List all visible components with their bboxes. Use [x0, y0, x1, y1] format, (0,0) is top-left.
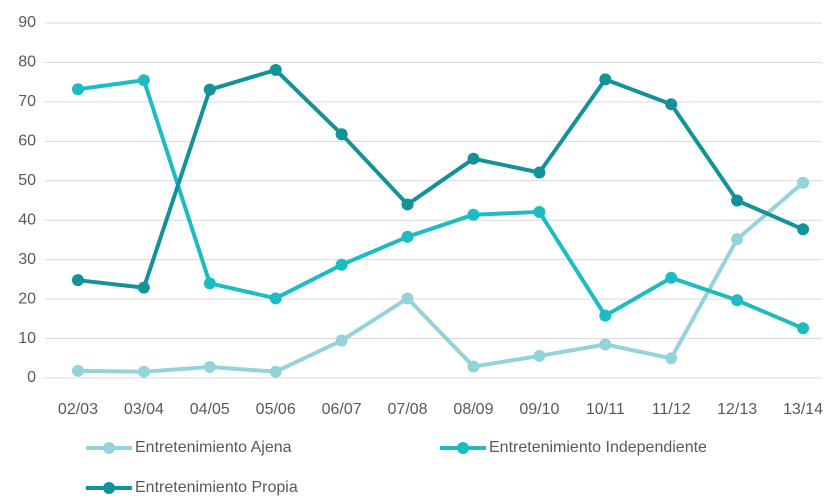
data-point [401, 292, 414, 305]
legend-label: Entretenimiento Propia [135, 479, 298, 496]
data-point [731, 194, 744, 207]
data-point [533, 349, 546, 362]
legend-label: Entretenimiento Ajena [135, 439, 292, 456]
data-point [335, 334, 348, 347]
y-tick-label: 70 [18, 93, 36, 110]
data-point [599, 338, 612, 351]
data-point [665, 98, 678, 111]
x-tick-label: 06/07 [322, 401, 362, 418]
x-tick-label: 09/10 [519, 401, 559, 418]
y-tick-label: 60 [18, 133, 36, 150]
legend-marker [103, 482, 115, 494]
data-point [71, 364, 84, 377]
data-point [467, 360, 480, 373]
y-tick-label: 90 [18, 14, 36, 31]
data-point [731, 294, 744, 307]
x-tick-label: 05/06 [256, 401, 296, 418]
x-tick-label: 08/09 [453, 401, 493, 418]
data-point [203, 83, 216, 96]
legend-marker [103, 442, 115, 454]
data-point [665, 352, 678, 365]
series-line [77, 67, 804, 290]
data-point [269, 292, 282, 305]
data-point [401, 230, 414, 243]
data-point [335, 128, 348, 141]
data-point [467, 208, 480, 221]
data-point [71, 274, 84, 287]
data-point [401, 198, 414, 211]
legend-marker [457, 442, 469, 454]
data-point [269, 63, 282, 76]
data-point [137, 365, 150, 378]
data-point [665, 271, 678, 284]
data-point [203, 360, 216, 373]
data-point [203, 277, 216, 290]
data-point [467, 152, 480, 165]
data-point [137, 74, 150, 87]
y-tick-label: 50 [18, 172, 36, 189]
data-point [533, 205, 546, 218]
y-tick-label: 30 [18, 251, 36, 268]
x-tick-label: 03/04 [124, 401, 164, 418]
x-tick-label: 04/05 [190, 401, 230, 418]
y-tick-label: 20 [18, 290, 36, 307]
y-tick-label: 40 [18, 211, 36, 228]
data-point [731, 233, 744, 246]
data-point [71, 83, 84, 96]
x-tick-label: 07/08 [388, 401, 428, 418]
data-point [137, 281, 150, 294]
x-tick-label: 11/12 [652, 401, 691, 418]
series-line [77, 181, 805, 374]
x-tick-label: 12/13 [717, 401, 757, 418]
data-point [335, 258, 348, 271]
legend-label: Entretenimiento Independiente [489, 439, 707, 456]
x-tick-label: 13/14 [783, 401, 823, 418]
y-tick-label: 80 [18, 54, 36, 71]
data-point [797, 176, 810, 189]
y-tick-label: 10 [18, 330, 36, 347]
data-point [599, 73, 612, 86]
y-tick-label: 0 [27, 369, 36, 386]
x-tick-label: 02/03 [58, 401, 98, 418]
series-line [77, 78, 804, 331]
data-point [269, 365, 282, 378]
data-point [533, 166, 546, 179]
data-point [599, 309, 612, 322]
x-tick-label: 10/11 [586, 401, 625, 418]
data-point [797, 223, 810, 236]
data-point [797, 322, 810, 335]
